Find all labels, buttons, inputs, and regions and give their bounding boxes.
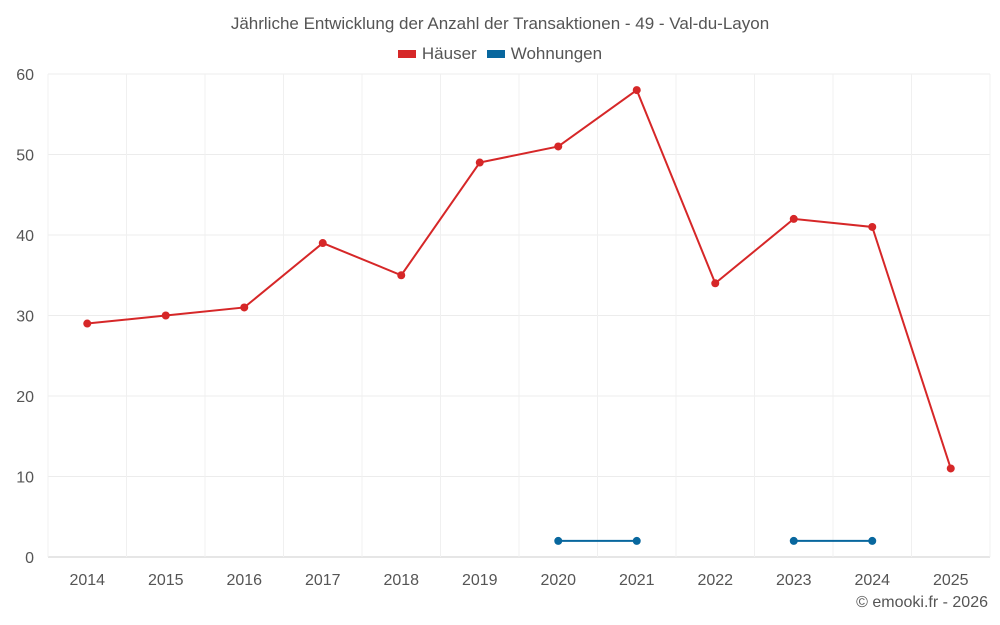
data-point-0-2017 [318, 239, 327, 248]
x-tick-label: 2025 [933, 572, 969, 589]
series-line-0 [87, 88, 952, 469]
legend-item-wohnungen[interactable]: Wohnungen [486, 44, 603, 64]
legend-swatch-wohnungen [486, 50, 505, 58]
data-point-0-2021 [632, 86, 641, 95]
data-point-0-2025 [946, 464, 955, 473]
legend-item-haeuser[interactable]: Häuser [397, 44, 477, 64]
data-point-0-2019 [475, 158, 484, 167]
data-point-1-2024 [868, 536, 877, 545]
legend-label-haeuser: Häuser [421, 44, 477, 63]
x-tick-label: 2019 [462, 572, 498, 589]
data-point-0-2020 [554, 142, 563, 151]
data-point-0-2014 [83, 319, 92, 328]
data-point-0-2015 [161, 311, 170, 320]
data-point-0-2018 [397, 271, 406, 280]
y-tick-label: 50 [16, 148, 34, 165]
legend-swatch-haeuser [397, 50, 416, 58]
data-point-0-2023 [789, 214, 798, 223]
chart-title: Jährliche Entwicklung der Anzahl der Tra… [230, 14, 770, 33]
x-tick-label: 2014 [69, 572, 105, 589]
data-point-0-2016 [240, 303, 249, 312]
y-tick-label: 40 [16, 228, 34, 245]
data-point-0-2022 [711, 279, 720, 288]
y-tick-label: 30 [16, 309, 34, 326]
x-tick-label: 2018 [383, 572, 419, 589]
x-tick-label: 2023 [776, 572, 812, 589]
y-tick-label: 60 [16, 67, 34, 84]
x-tick-label: 2020 [540, 572, 576, 589]
x-tick-label: 2017 [305, 572, 341, 589]
credit: © emooki.fr - 2026 [856, 594, 988, 611]
x-tick-label: 2016 [226, 572, 262, 589]
data-point-1-2023 [789, 536, 798, 545]
data-point-0-2024 [868, 222, 877, 231]
y-tick-label: 10 [16, 470, 34, 487]
x-tick-label: 2021 [619, 572, 655, 589]
x-tick-label: 2024 [854, 572, 890, 589]
y-tick-label: 0 [25, 550, 34, 567]
x-tick-label: 2015 [148, 572, 184, 589]
data-point-1-2021 [632, 536, 641, 545]
x-tick-label: 2022 [697, 572, 733, 589]
legend: Häuser Wohnungen [0, 44, 1000, 64]
legend-label-wohnungen: Wohnungen [510, 44, 603, 63]
y-tick-label: 20 [16, 389, 34, 406]
data-point-1-2020 [554, 536, 563, 545]
